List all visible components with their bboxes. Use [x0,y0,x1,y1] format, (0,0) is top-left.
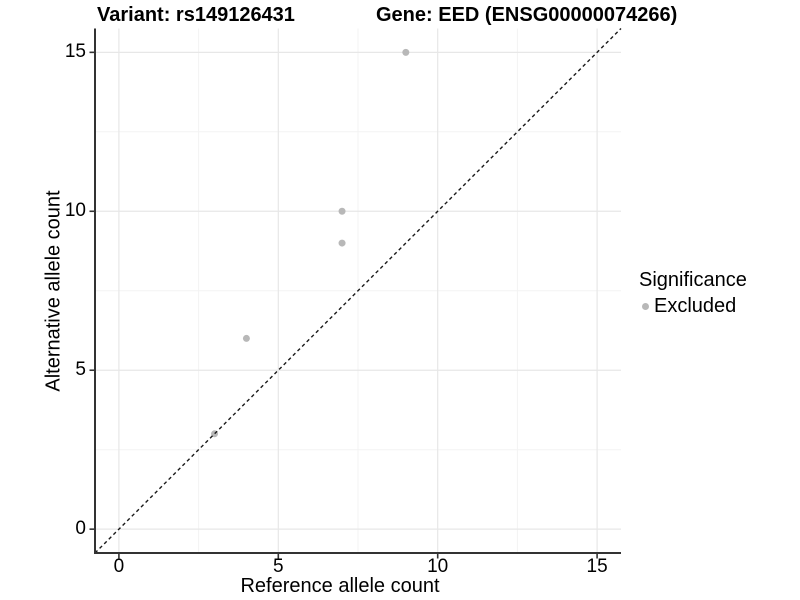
x-axis-title: Reference allele count [240,575,440,597]
variant-title: Variant: rs149126431 [97,4,295,26]
data-point [402,48,410,56]
legend: Significance Excluded [639,269,747,317]
data-point [242,334,250,342]
x-tick-label: 5 [273,556,284,577]
data-point [338,207,346,215]
legend-item-label: Excluded [654,295,737,317]
gene-title: Gene: EED (ENSG00000074266) [376,4,678,26]
legend-item-excluded: Excluded [639,295,747,317]
legend-title: Significance [639,269,747,291]
y-tick-label: 5 [75,359,86,381]
excluded-point-icon [642,302,649,310]
x-tick-label: 0 [113,556,125,577]
y-tick-label: 15 [64,41,86,63]
x-tick-label: 10 [427,556,449,577]
x-tick-label: 15 [586,556,608,577]
y-tick-label: 10 [64,200,86,222]
data-point [338,239,346,247]
identity-reference-line [94,28,622,554]
y-tick-label: 0 [75,518,86,540]
